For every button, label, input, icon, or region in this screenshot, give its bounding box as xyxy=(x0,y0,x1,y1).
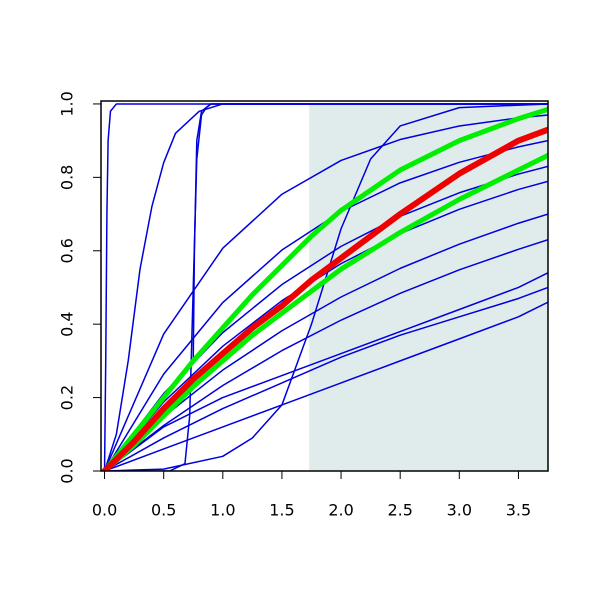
y-tick-label: 1.0 xyxy=(58,91,77,116)
series-line xyxy=(103,114,548,471)
y-tick-label: 0.6 xyxy=(58,238,77,263)
series-line xyxy=(102,152,548,471)
y-tick-label: 0.4 xyxy=(58,311,77,336)
series-line xyxy=(103,180,548,471)
plot-frame xyxy=(100,100,549,472)
series-line xyxy=(103,301,548,471)
x-tick-label: 1.0 xyxy=(210,501,235,520)
x-tick-label: 2.0 xyxy=(328,501,353,520)
series-line xyxy=(103,103,548,471)
series-line xyxy=(101,126,548,471)
series-line xyxy=(103,239,548,471)
y-tick-label: 0.2 xyxy=(58,385,77,410)
series-line xyxy=(103,286,548,471)
series-line xyxy=(103,213,548,471)
y-tick-label: 0.8 xyxy=(58,165,77,190)
x-tick-label: 3.5 xyxy=(506,501,531,520)
x-tick-label: 0.0 xyxy=(92,501,117,520)
series-line xyxy=(102,106,548,471)
series-line xyxy=(103,103,548,471)
shaded-region xyxy=(309,103,548,471)
y-tick-label: 0.0 xyxy=(58,458,77,483)
x-tick-label: 0.5 xyxy=(151,501,176,520)
plot-area xyxy=(101,103,548,471)
x-tick-label: 3.0 xyxy=(447,501,472,520)
x-tick-label: 1.5 xyxy=(269,501,294,520)
x-tick-label: 2.5 xyxy=(387,501,412,520)
series-line xyxy=(103,103,548,471)
series-line xyxy=(103,272,548,471)
